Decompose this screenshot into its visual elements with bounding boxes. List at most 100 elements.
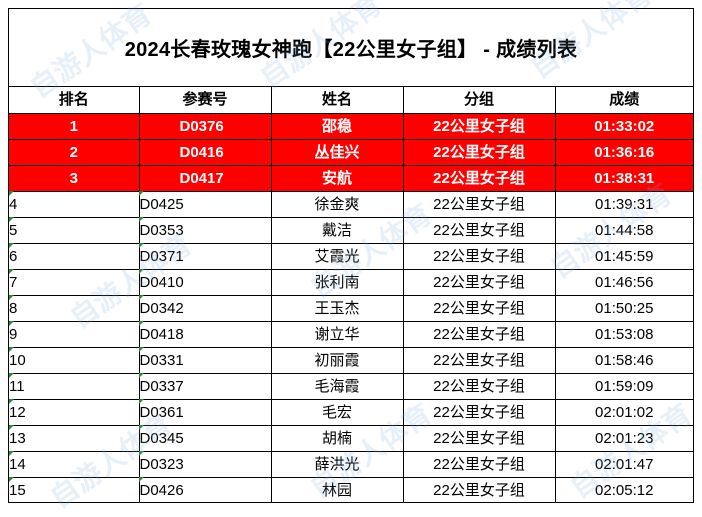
name-cell: 谢立华 xyxy=(271,321,404,348)
rank-cell: 7 xyxy=(9,269,140,296)
table-row: 13 D0345 胡楠 22公里女子组 02:01:23 xyxy=(9,425,693,452)
cell-marker xyxy=(139,477,144,482)
cell-marker xyxy=(139,347,144,352)
cell-marker xyxy=(139,269,144,274)
group-cell: 22公里女子组 xyxy=(403,295,556,322)
cell-marker xyxy=(139,373,144,378)
rank-cell: 15 xyxy=(9,477,140,503)
cell-marker xyxy=(9,217,14,222)
group-cell: 22公里女子组 xyxy=(403,217,556,244)
header-time: 成绩 xyxy=(555,87,693,114)
rank-cell: 13 xyxy=(9,425,140,452)
rank-cell: 9 xyxy=(9,321,140,348)
bib-cell: D0323 xyxy=(139,451,272,478)
name-cell: 徐金爽 xyxy=(271,191,404,218)
cell-marker xyxy=(9,399,14,404)
table-row: 2 D0416 丛佳兴 22公里女子组 01:36:16 xyxy=(9,139,693,166)
rank-cell: 5 xyxy=(9,217,140,244)
page-title: 2024长春玫瑰女神跑【22公里女子组】 - 成绩列表 xyxy=(9,9,693,87)
cell-marker xyxy=(9,269,14,274)
table-row: 4 D0425 徐金爽 22公里女子组 01:39:31 xyxy=(9,191,693,218)
rank-cell: 14 xyxy=(9,451,140,478)
bib-cell: D0376 xyxy=(139,113,272,140)
table-row: 12 D0361 毛宏 22公里女子组 02:01:02 xyxy=(9,399,693,426)
table-row: 3 D0417 安航 22公里女子组 01:38:31 xyxy=(9,165,693,192)
time-cell: 01:33:02 xyxy=(555,113,693,140)
bib-cell: D0342 xyxy=(139,295,272,322)
bib-cell: D0417 xyxy=(139,165,272,192)
cell-marker xyxy=(139,451,144,456)
results-body: 1 D0376 邵稳 22公里女子组 01:33:02 2 D0416 丛佳兴 22公里女子组 0… xyxy=(9,113,693,503)
table-row: 11 D0337 毛海霞 22公里女子组 01:59:09 xyxy=(9,373,693,400)
rank-cell: 12 xyxy=(9,399,140,426)
group-cell: 22公里女子组 xyxy=(403,451,556,478)
group-cell: 22公里女子组 xyxy=(403,399,556,426)
rank-cell: 2 xyxy=(9,139,140,166)
table-row: 15 D0426 林园 22公里女子组 02:05:12 xyxy=(9,477,693,503)
name-cell: 艾霞光 xyxy=(271,243,404,270)
time-cell: 01:39:31 xyxy=(555,191,693,218)
header-row: 排名 参赛号 姓名 分组 成绩 xyxy=(9,87,693,114)
cell-marker xyxy=(139,243,144,248)
name-cell: 戴洁 xyxy=(271,217,404,244)
rank-cell: 1 xyxy=(9,113,140,140)
rank-cell: 10 xyxy=(9,347,140,374)
cell-marker xyxy=(139,191,144,196)
time-cell: 01:50:25 xyxy=(555,295,693,322)
table-row: 6 D0371 艾霞光 22公里女子组 01:45:59 xyxy=(9,243,693,270)
bib-cell: D0337 xyxy=(139,373,272,400)
time-cell: 01:38:31 xyxy=(555,165,693,192)
time-cell: 02:01:47 xyxy=(555,451,693,478)
name-cell: 王玉杰 xyxy=(271,295,404,322)
name-cell: 林园 xyxy=(271,477,404,503)
time-cell: 02:01:02 xyxy=(555,399,693,426)
cell-marker xyxy=(9,243,14,248)
name-cell: 毛海霞 xyxy=(271,373,404,400)
cell-marker xyxy=(9,295,14,300)
cell-marker xyxy=(139,295,144,300)
time-cell: 02:05:12 xyxy=(595,481,654,499)
header-name: 姓名 xyxy=(271,87,404,114)
bib-cell: D0345 xyxy=(139,425,272,452)
bib-cell: D0371 xyxy=(139,243,272,270)
time-cell: 01:59:09 xyxy=(555,373,693,400)
rank-cell: 11 xyxy=(9,373,140,400)
bib-cell: D0418 xyxy=(139,321,272,348)
cell-marker xyxy=(9,191,14,196)
name-cell: 薛洪光 xyxy=(271,451,404,478)
table-row: 10 D0331 初丽霞 22公里女子组 01:58:46 xyxy=(9,347,693,374)
bib-cell: D0353 xyxy=(139,217,272,244)
results-table: 排名 参赛号 姓名 分组 成绩 1 D0376 邵稳 22公里女子组 01:33:02 2… xyxy=(9,87,693,503)
group-cell: 22公里女子组 xyxy=(403,139,556,166)
name-cell: 胡楠 xyxy=(271,425,404,452)
time-cell: 01:45:59 xyxy=(555,243,693,270)
cell-marker xyxy=(139,321,144,326)
group-cell: 22公里女子组 xyxy=(403,373,556,400)
table-row: 9 D0418 谢立华 22公里女子组 01:53:08 xyxy=(9,321,693,348)
cell-marker xyxy=(9,451,14,456)
header-rank: 排名 xyxy=(9,87,140,114)
group-cell: 22公里女子组 xyxy=(403,269,556,296)
table-row: 14 D0323 薛洪光 22公里女子组 02:01:47 xyxy=(9,451,693,478)
cell-marker xyxy=(139,425,144,430)
cell-marker xyxy=(9,477,14,482)
header-bib: 参赛号 xyxy=(139,87,272,114)
rank-cell: 6 xyxy=(9,243,140,270)
bib-cell: D0416 xyxy=(139,139,272,166)
time-cell: 01:53:08 xyxy=(555,321,693,348)
results-sheet: 2024长春玫瑰女神跑【22公里女子组】 - 成绩列表 排名 参赛号 姓名 分组… xyxy=(8,8,694,503)
cell-marker xyxy=(139,217,144,222)
bib-cell: D0425 xyxy=(139,191,272,218)
group-cell: 22公里女子组 xyxy=(403,113,556,140)
group-cell: 22公里女子组 xyxy=(403,425,556,452)
rank-cell: 4 xyxy=(9,191,140,218)
group-cell: 22公里女子组 xyxy=(403,347,556,374)
name-cell: 初丽霞 xyxy=(271,347,404,374)
header-group: 分组 xyxy=(403,87,556,114)
name-cell: 张利南 xyxy=(271,269,404,296)
group-cell: 22公里女子组 xyxy=(403,191,556,218)
time-cell: 01:36:16 xyxy=(555,139,693,166)
group-cell: 22公里女子组 xyxy=(403,477,556,503)
bib-cell: D0426 xyxy=(139,477,272,503)
cell-marker xyxy=(9,373,14,378)
